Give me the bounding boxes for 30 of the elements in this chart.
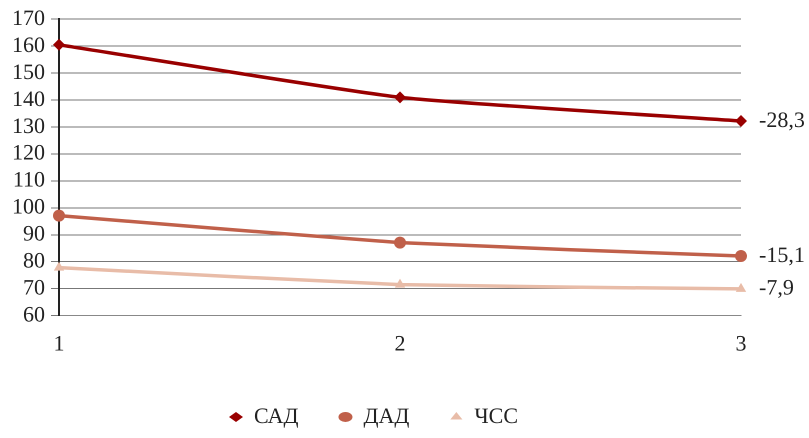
x-tick-label: 2 [394, 330, 406, 356]
y-tick-label: 80 [23, 247, 45, 272]
annotation: -28,3 [759, 106, 805, 132]
point [394, 236, 406, 249]
y-tick-label: 100 [12, 194, 45, 219]
legend-label: САД [254, 402, 298, 428]
point [736, 282, 746, 292]
annotation: -7,9 [759, 274, 794, 300]
y-tick-label: 70 [23, 274, 45, 300]
legend-label: ЧСС [474, 402, 518, 428]
point [394, 91, 406, 104]
y-tick-label: 90 [23, 220, 45, 246]
y-tick-label: 160 [12, 32, 45, 57]
x-tick-label: 1 [54, 330, 64, 356]
x-tick-label: 3 [736, 330, 746, 356]
point [54, 262, 64, 271]
y-tick-label: 140 [12, 86, 45, 111]
point [735, 250, 747, 262]
y-tick-label: 170 [12, 4, 45, 30]
point [394, 278, 406, 288]
point [53, 210, 65, 222]
y-tick-label: 110 [12, 166, 45, 192]
annotation: -15,1 [759, 242, 805, 267]
y-tick-label: 130 [12, 112, 45, 138]
point [735, 115, 747, 128]
legend-label: ДАД [363, 402, 410, 428]
y-tick-label: 150 [12, 58, 45, 84]
y-tick-label: 60 [23, 301, 45, 326]
y-tick-label: 120 [12, 140, 45, 165]
point [53, 38, 65, 51]
